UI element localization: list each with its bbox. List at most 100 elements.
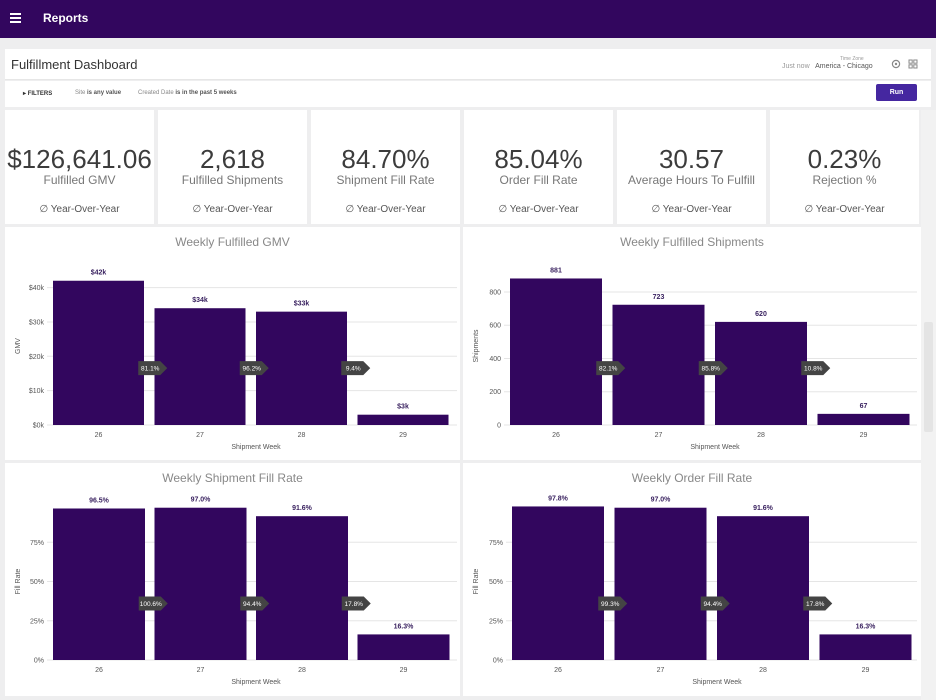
bar bbox=[819, 634, 912, 660]
kpi-value: 2,618 bbox=[199, 144, 266, 174]
bar bbox=[154, 308, 246, 425]
weekly-fulfilled-gmv-chart: $0k $10k $20k $30k $40k GMV $42k 26 $34k 27 $33k 28… bbox=[15, 270, 457, 451]
kpi-label: Fulfilled GMV bbox=[43, 173, 116, 187]
change-arrow-icon bbox=[138, 361, 168, 376]
timezone-info[interactable]: Just now America - Chicago bbox=[782, 63, 873, 70]
weekly-fulfilled-shipments-chart: 0 200 400 600 800 Shipments 881 26 723 27 620 28 67 2… bbox=[473, 267, 917, 451]
kpi-tile: 2,618 Fulfilled Shipments ∅ Year-Over-Ye… bbox=[158, 110, 307, 224]
x-tick-label: 29 bbox=[399, 432, 407, 439]
kpi-label: Shipment Fill Rate bbox=[336, 173, 435, 187]
change-arrow-icon bbox=[700, 596, 730, 611]
refresh-status: Just now bbox=[782, 63, 810, 70]
kpi-tile: 84.70% Shipment Fill Rate ∅ Year-Over-Ye… bbox=[311, 110, 460, 224]
chart-title: Weekly Shipment Fill Rate bbox=[162, 471, 303, 485]
weekly-order-fill-rate-chart: 0% 25% 50% 75% Fill Rate 97.8% 26 97.0% 27 91.6% 2… bbox=[473, 495, 917, 686]
change-arrow-icon bbox=[138, 596, 168, 611]
change-arrow-icon bbox=[598, 596, 628, 611]
y-tick-label: 600 bbox=[489, 323, 501, 330]
bar-value-label: 91.6% bbox=[753, 505, 774, 512]
y-tick-label: 25% bbox=[30, 618, 44, 625]
kpi-tile: 30.57 Average Hours To Fulfill ∅ Year-Ov… bbox=[617, 110, 766, 224]
x-tick-label: 27 bbox=[196, 432, 204, 439]
kpi-label: Average Hours To Fulfill bbox=[628, 173, 755, 187]
kpi-label: Fulfilled Shipments bbox=[181, 173, 284, 187]
x-tick-label: 28 bbox=[298, 667, 306, 674]
y-tick-label: 0% bbox=[34, 658, 44, 665]
change-percentage-label: 17.8% bbox=[345, 601, 364, 608]
change-arrow-icon bbox=[698, 361, 728, 376]
settings-gear-icon[interactable] bbox=[891, 59, 901, 69]
bar-value-label: $42k bbox=[91, 270, 107, 277]
filter-site[interactable]: Site is any value bbox=[75, 90, 122, 96]
bar bbox=[357, 634, 450, 660]
no-data-icon: ∅ bbox=[345, 204, 355, 215]
y-tick-label: 0 bbox=[497, 423, 501, 430]
kpi-tile: $126,641.06 Fulfilled GMV ∅ Year-Over-Ye… bbox=[5, 110, 154, 224]
bar-value-label: $33k bbox=[294, 301, 310, 308]
y-tick-label: $20k bbox=[29, 354, 45, 361]
y-tick-label: $0k bbox=[33, 423, 45, 430]
no-data-icon: ∅ bbox=[39, 204, 49, 215]
no-data-icon: ∅ bbox=[192, 204, 202, 215]
x-axis-label: Shipment Week bbox=[690, 444, 740, 451]
kpi-comparison: ∅ Year-Over-Year bbox=[804, 204, 885, 215]
y-axis-label: Fill Rate bbox=[15, 569, 22, 595]
chart-panel-weekly-order-fill-rate: Weekly Order Fill Rate 0% 25% 50% 75% Fill R… bbox=[463, 463, 921, 696]
filter-created-date[interactable]: Created Date is in the past 5 weeks bbox=[138, 90, 237, 96]
bar-value-label: 96.5% bbox=[89, 497, 110, 504]
x-tick-label: 27 bbox=[657, 667, 665, 674]
dashboard-header: Fulfillment Dashboard Time Zone Just now… bbox=[5, 49, 931, 80]
timezone-value[interactable]: America - Chicago bbox=[815, 63, 873, 70]
x-tick-label: 27 bbox=[197, 667, 205, 674]
menu-icon[interactable] bbox=[10, 13, 21, 23]
x-tick-label: 26 bbox=[95, 667, 103, 674]
change-arrow-icon bbox=[240, 596, 270, 611]
change-percentage-label: 85.8% bbox=[702, 366, 721, 373]
y-tick-label: $30k bbox=[29, 319, 45, 326]
x-tick-label: 29 bbox=[862, 667, 870, 674]
y-tick-label: 800 bbox=[489, 289, 501, 296]
x-axis-label: Shipment Week bbox=[692, 679, 742, 686]
bar-value-label: 91.6% bbox=[292, 505, 313, 512]
bar bbox=[256, 311, 347, 425]
kpi-comparison: ∅ Year-Over-Year bbox=[651, 204, 732, 215]
scrollbar[interactable] bbox=[921, 110, 936, 700]
no-data-icon: ∅ bbox=[651, 204, 661, 215]
bar-value-label: 97.0% bbox=[651, 497, 672, 504]
y-tick-label: 75% bbox=[489, 540, 503, 547]
app-title: Reports bbox=[43, 11, 89, 25]
chart-panel-weekly-fulfilled-shipments: Weekly Fulfilled Shipments 0 200 400 600 800… bbox=[463, 227, 921, 460]
scrollbar-thumb[interactable] bbox=[924, 322, 933, 432]
y-tick-label: 400 bbox=[489, 356, 501, 363]
bar-value-label: $34k bbox=[192, 297, 208, 304]
change-percentage-label: 81.1% bbox=[141, 366, 160, 373]
kpi-value: 30.57 bbox=[658, 144, 725, 174]
x-tick-label: 28 bbox=[759, 667, 767, 674]
change-percentage-label: 82.1% bbox=[599, 366, 618, 373]
bar-value-label: 881 bbox=[550, 267, 562, 274]
kpi-comparison: ∅ Year-Over-Year bbox=[345, 204, 426, 215]
x-tick-label: 27 bbox=[655, 432, 663, 439]
kpi-comparison: ∅ Year-Over-Year bbox=[498, 204, 579, 215]
bar bbox=[612, 304, 705, 425]
bar-value-label: 723 bbox=[653, 294, 665, 301]
x-tick-label: 29 bbox=[860, 432, 868, 439]
x-tick-label: 26 bbox=[95, 432, 103, 439]
bar bbox=[715, 321, 807, 425]
chart-title: Weekly Fulfilled GMV bbox=[175, 235, 290, 249]
x-tick-label: 26 bbox=[554, 667, 562, 674]
chart-title: Weekly Order Fill Rate bbox=[631, 471, 753, 485]
run-button[interactable]: Run bbox=[876, 84, 917, 101]
kpi-value: $126,641.06 bbox=[7, 144, 152, 174]
filters-toggle[interactable]: ▸ FILTERS bbox=[23, 91, 53, 97]
x-tick-label: 28 bbox=[298, 432, 306, 439]
x-axis-label: Shipment Week bbox=[231, 679, 281, 686]
change-arrow-icon bbox=[801, 361, 831, 376]
x-tick-label: 28 bbox=[757, 432, 765, 439]
bar-value-label: 16.3% bbox=[856, 623, 877, 630]
dashboard-title: Fulfillment Dashboard bbox=[11, 57, 138, 72]
grid-layout-icon[interactable] bbox=[908, 59, 918, 69]
bar-value-label: 620 bbox=[755, 311, 767, 318]
chart-panel-weekly-shipment-fill-rate: Weekly Shipment Fill Rate 0% 25% 50% 75% Fil… bbox=[5, 463, 460, 696]
weekly-shipment-fill-rate-chart: 0% 25% 50% 75% Fill Rate 96.5% 26 97.0% 27 91.6% 2… bbox=[15, 497, 457, 686]
